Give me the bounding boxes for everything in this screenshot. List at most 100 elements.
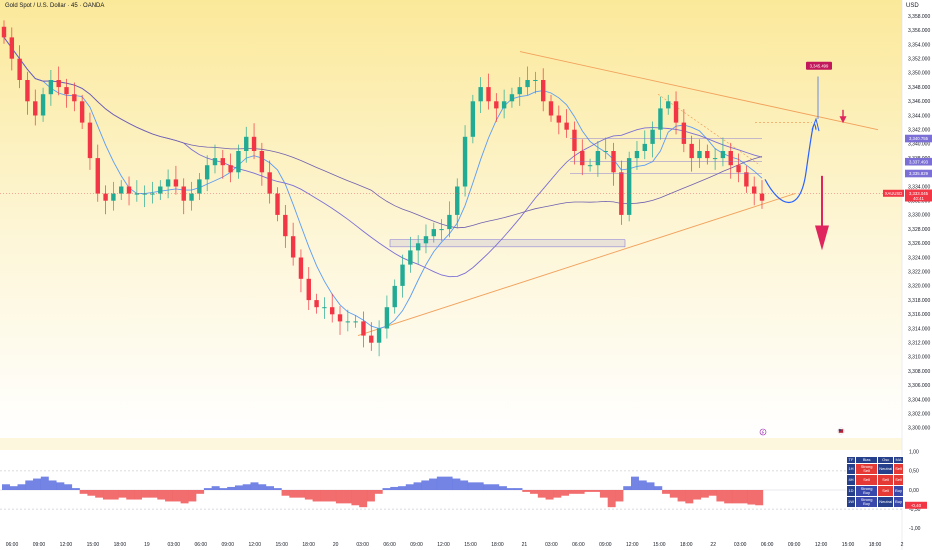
osc-bar	[17, 484, 26, 490]
osc-bar	[700, 490, 709, 498]
osc-bar	[351, 490, 360, 506]
osc-bar	[662, 490, 671, 494]
osc-bar	[599, 490, 608, 498]
table-cell: Neutral	[877, 463, 895, 475]
candle-body	[720, 151, 726, 159]
x-tick-label: 03:00	[545, 542, 558, 548]
table-cell: Neutral	[877, 496, 895, 508]
candle-body	[212, 158, 218, 166]
x-tick-label: 20	[333, 542, 339, 548]
osc-bar	[398, 486, 406, 490]
table-cell: Strong Sell	[854, 463, 879, 475]
osc-bar	[134, 490, 142, 500]
candle-body	[540, 80, 546, 102]
candle-body	[87, 122, 93, 159]
y-tick-label: 3,310.000	[908, 355, 930, 361]
candle-body	[330, 307, 335, 315]
osc-bar	[522, 490, 531, 492]
osc-bar	[630, 476, 639, 490]
osc-bar	[638, 480, 647, 490]
x-tick-label: 15:00	[275, 542, 288, 548]
osc-bar	[180, 490, 189, 504]
candle-body	[353, 321, 358, 323]
osc-bar	[646, 482, 655, 490]
osc-bar	[110, 490, 119, 500]
candle-body	[759, 193, 765, 201]
candle-body	[345, 321, 351, 323]
price-level-badge	[905, 134, 932, 143]
x-tick-label: 03:00	[168, 542, 181, 548]
candle-body	[689, 143, 694, 159]
osc-bar	[561, 490, 570, 496]
candle-body	[173, 179, 179, 187]
candle-body	[478, 87, 483, 102]
y-tick-label: 3,354.000	[908, 42, 930, 48]
x-tick-label: 12:00	[60, 542, 73, 548]
candle-body	[134, 193, 140, 195]
candle-body	[744, 172, 749, 187]
osc-bar	[716, 490, 725, 502]
table-row: 4H Sell Sell Sell	[846, 474, 904, 486]
candle-body	[603, 151, 608, 152]
lightning-glyph	[761, 429, 764, 435]
osc-bar	[126, 490, 135, 500]
osc-bar	[677, 490, 686, 502]
candle-body	[548, 101, 554, 116]
osc-bar	[685, 490, 694, 504]
price-level-badge	[905, 157, 932, 166]
currency-label[interactable]: USD	[906, 3, 919, 9]
symbol-title[interactable]: Gold Spot / U.S. Dollar · 45 · OANDA	[5, 3, 105, 9]
candle-body	[423, 236, 429, 244]
x-tick-label: 06:00	[6, 542, 19, 548]
osc-bar	[71, 488, 80, 490]
osc-bar	[87, 490, 96, 496]
osc-bar	[211, 486, 220, 490]
candle-body	[79, 101, 85, 123]
candle-body	[298, 257, 304, 279]
candle-body	[361, 321, 366, 336]
y-tick-label: 3,344.000	[908, 113, 930, 119]
candle-body	[455, 186, 460, 215]
osc-bar	[568, 490, 577, 494]
candle-body	[236, 151, 241, 173]
candle-body	[572, 129, 577, 151]
osc-bar	[320, 490, 329, 502]
table-cell: Sell	[877, 485, 895, 497]
price-level-badge	[905, 169, 932, 178]
osc-bar	[242, 484, 251, 490]
table-cell: Sell	[877, 474, 895, 486]
y-tick-label: 3,308.000	[908, 369, 930, 375]
y-tick-label: 3,320.000	[908, 284, 930, 290]
candle-body	[290, 236, 296, 258]
candle-body	[1, 26, 7, 38]
candle-body	[95, 158, 100, 194]
table-cell: 1H	[846, 463, 856, 475]
osc-bar	[747, 490, 756, 505]
candle-body	[658, 108, 663, 130]
table-header-row: TF Bias Osc MA	[846, 456, 904, 464]
candle-body	[712, 158, 718, 160]
osc-bar	[2, 484, 10, 490]
osc-bar	[669, 490, 678, 498]
osc-bar	[273, 488, 282, 490]
osc-bar	[514, 488, 523, 490]
candle-body	[580, 151, 585, 166]
osc-bar	[421, 480, 430, 490]
x-tick-label: 2	[901, 542, 904, 548]
candle-body	[439, 229, 444, 231]
osc-bar	[157, 490, 166, 500]
osc-bar	[250, 482, 259, 490]
osc-bar	[95, 490, 104, 498]
x-tick-label: 15:00	[87, 542, 100, 548]
osc-tick-label: 0,00	[909, 488, 919, 494]
candle-body	[634, 151, 640, 159]
candle-body	[119, 186, 124, 194]
candle-body	[392, 285, 397, 308]
table-header-cell: MA	[893, 456, 904, 464]
candle-body	[158, 186, 163, 194]
small-arrow-head	[839, 116, 847, 124]
candle-body	[197, 179, 202, 194]
osc-bar	[615, 490, 624, 502]
y-tick-label: 3,316.000	[908, 312, 930, 318]
